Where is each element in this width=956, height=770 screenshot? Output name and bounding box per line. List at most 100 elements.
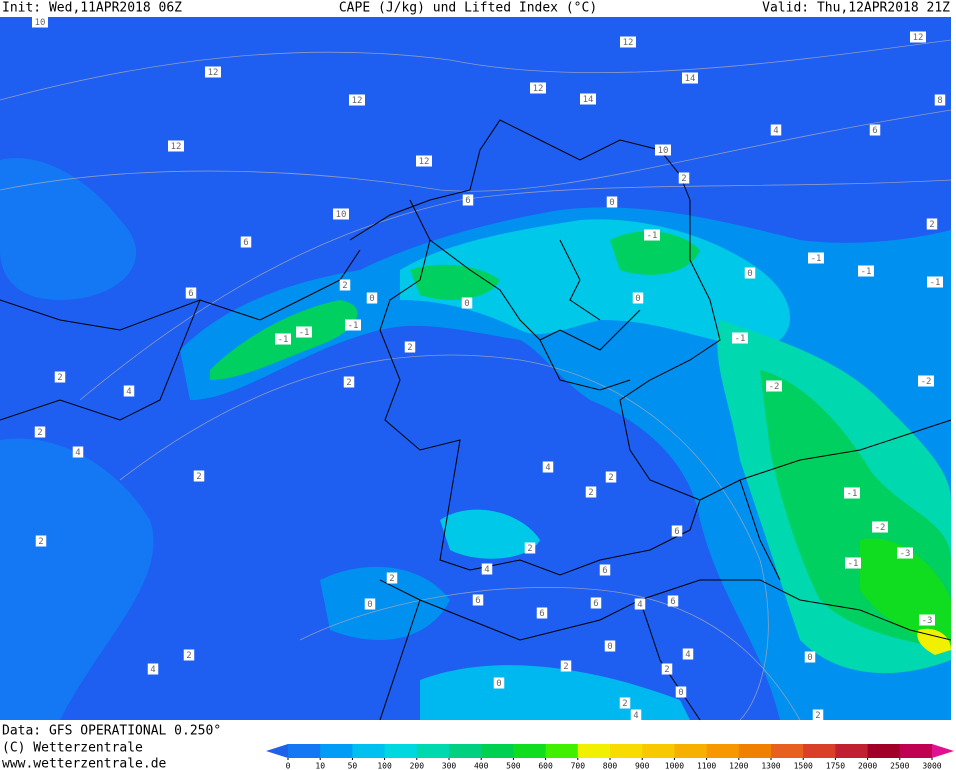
contour-label: 12 [352, 96, 363, 106]
colorbar-tick-label: 1750 [826, 762, 845, 770]
contour-label: -1 [847, 489, 858, 499]
contour-label-box [580, 93, 596, 105]
colorbar-arrow [932, 744, 954, 758]
contour-label-box [682, 648, 694, 660]
colorbar-segment [803, 744, 836, 758]
contour-label-box [844, 487, 860, 499]
contour-label-box [590, 597, 602, 609]
contour-label-box [205, 66, 221, 78]
colorbar-arrow [266, 744, 288, 758]
contour-label: 0 [609, 198, 614, 208]
cape-area [610, 231, 700, 275]
contour-label-box [910, 31, 926, 43]
contour-label-box [32, 16, 48, 28]
colorbar-tick-label: 3000 [922, 762, 941, 770]
colorbar-segment [545, 744, 579, 758]
contour-label-box [630, 709, 642, 721]
contour-label: 2 [37, 428, 42, 438]
contour-label: 2 [342, 281, 347, 291]
colorbar-tick-label: 1000 [665, 762, 684, 770]
contour-label: -1 [930, 278, 941, 288]
contour-label-box [404, 341, 416, 353]
border [699, 419, 952, 581]
colorbar-tick-label: 2500 [890, 762, 909, 770]
contour-label-box [493, 677, 505, 689]
contour-label-box [193, 470, 205, 482]
contour-label-box [34, 426, 46, 438]
contour-label: 2 [57, 373, 62, 383]
contour-label-box [296, 326, 312, 338]
contour-label-box [339, 279, 351, 291]
contour-label: 2 [527, 544, 532, 554]
border [379, 199, 721, 576]
cape-area [410, 264, 500, 300]
website: www.wetterzentrale.de [2, 757, 167, 770]
contour-label-box [804, 651, 816, 663]
contour-label-box [472, 594, 484, 606]
contour-label-box [560, 660, 572, 672]
contour-label: 0 [496, 679, 501, 689]
border [0, 249, 361, 421]
colorbar-segment [384, 744, 418, 758]
contour-label-box [732, 332, 748, 344]
colorbar-tick-label: 100 [377, 762, 392, 770]
cape-area [0, 438, 154, 720]
contour-label: 6 [475, 596, 480, 606]
contour-label: 0 [635, 294, 640, 304]
border [429, 239, 641, 391]
contour-label-box [461, 297, 473, 309]
contour-label: 4 [126, 387, 131, 397]
contour-label-box [858, 265, 874, 277]
colorbar-segment [481, 744, 514, 758]
contour-label: 0 [678, 688, 683, 698]
isoline [0, 39, 952, 101]
contour-label-box [845, 557, 861, 569]
contour-label-box [536, 607, 548, 619]
contour-label: 2 [929, 220, 934, 230]
contour-label: -3 [900, 549, 911, 559]
isoline [299, 587, 801, 721]
colorbar-tick-label: 200 [410, 762, 425, 770]
contour-label: -1 [811, 254, 822, 264]
valid-time: Valid: Thu,12APR2018 21Z [762, 1, 950, 16]
colorbar-tick-label: 300 [442, 762, 457, 770]
contour-label: 4 [773, 126, 778, 136]
contour-label-box [678, 172, 690, 184]
contour-label: 0 [367, 600, 372, 610]
contour-label-box [675, 686, 687, 698]
colorbar-segment [835, 744, 869, 758]
contour-label-box [869, 124, 881, 136]
border [379, 599, 701, 721]
contour-label-box [744, 267, 756, 279]
contour-label: -2 [769, 382, 780, 392]
contour-label-box [364, 598, 376, 610]
contour-label: 2 [664, 665, 669, 675]
contour-label: 2 [622, 699, 627, 709]
contour-label: 12 [171, 142, 182, 152]
map [0, 17, 952, 721]
contour-label: 6 [602, 566, 607, 576]
contour-label: 14 [583, 95, 594, 105]
contour-label: 0 [464, 299, 469, 309]
contour-label-box [585, 486, 597, 498]
contour-label-box [872, 521, 888, 533]
contour-label-box [275, 333, 291, 345]
contour-label: 0 [807, 653, 812, 663]
copyright: (C) Wetterzentrale [2, 741, 143, 756]
contour-label-box [54, 371, 66, 383]
contour-label: -3 [922, 616, 933, 626]
contour-label-box [644, 229, 660, 241]
contour-label-box [766, 380, 782, 392]
contour-label-box [147, 663, 159, 675]
contour-label: 6 [593, 599, 598, 609]
contour-label: 2 [38, 537, 43, 547]
contour-label: 6 [670, 597, 675, 607]
contour-label: -1 [861, 267, 872, 277]
contour-label-box [655, 144, 671, 156]
contour-label: 2 [186, 651, 191, 661]
colorbar-segment [642, 744, 675, 758]
contour-label: 4 [685, 650, 690, 660]
colorbar-tick-label: 1200 [729, 762, 748, 770]
contour-label-box [386, 572, 398, 584]
colorbar-segment [771, 744, 804, 758]
